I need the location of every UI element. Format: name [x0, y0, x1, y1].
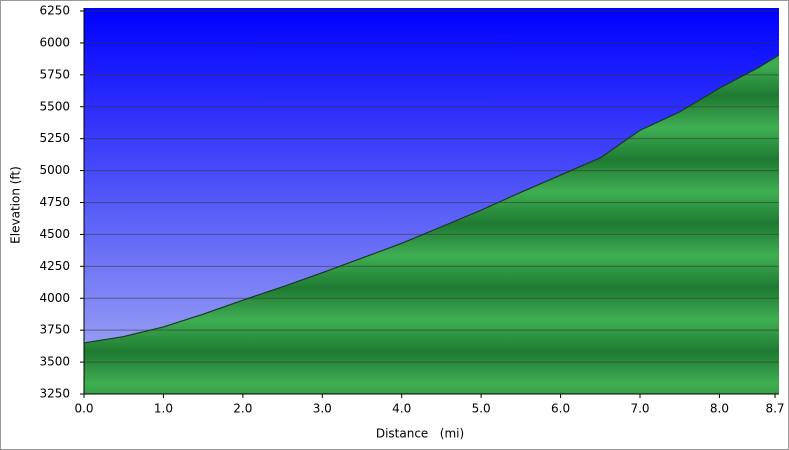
- y-tick-label: 5250: [39, 131, 70, 145]
- y-tick-label: 3750: [39, 323, 70, 337]
- x-tick-label: 0.0: [74, 402, 93, 416]
- x-tick-label: 5.0: [472, 402, 491, 416]
- y-axis-title: Elevation (ft): [9, 166, 23, 244]
- y-tick-label: 6250: [39, 4, 70, 18]
- x-tick-label: 8.0: [710, 402, 729, 416]
- x-axis-title: Distance (mi): [376, 427, 464, 441]
- x-tick-label: 1.0: [154, 402, 173, 416]
- elevation-line: [83, 54, 780, 344]
- x-tick-label: 8.7: [765, 402, 784, 416]
- x-tick-label: 7.0: [630, 402, 649, 416]
- x-tick-label: 6.0: [551, 402, 570, 416]
- area-fill: [84, 55, 779, 395]
- y-tick-label: 4500: [39, 227, 70, 241]
- y-tick-label: 4250: [39, 259, 70, 273]
- y-tick-label: 5750: [39, 67, 70, 81]
- y-tick-label: 3250: [39, 387, 70, 401]
- x-tick-label: 4.0: [392, 402, 411, 416]
- y-tick-label: 5500: [39, 99, 70, 113]
- y-tick-label: 4000: [39, 291, 70, 305]
- x-tick-label: 2.0: [233, 402, 252, 416]
- y-tick-label: 3500: [39, 355, 70, 369]
- y-tick-label: 5000: [39, 163, 70, 177]
- x-tick-label: 3.0: [313, 402, 332, 416]
- y-tick-label: 6000: [39, 35, 70, 49]
- y-tick-label: 4750: [39, 195, 70, 209]
